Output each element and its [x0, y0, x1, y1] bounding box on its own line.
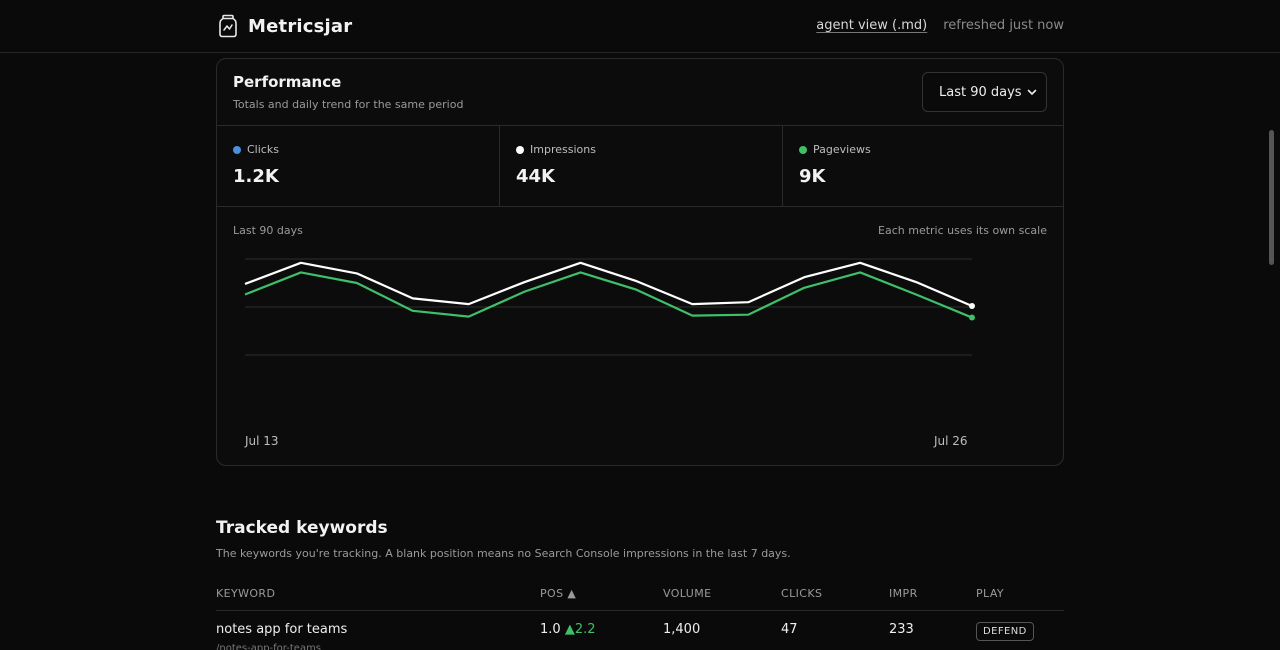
pageviews-dot-icon: [799, 145, 807, 154]
refresh-status: refreshed just now: [943, 18, 1064, 33]
impr-cell: 233: [889, 622, 914, 637]
impressions-dot-icon: [516, 145, 524, 154]
metric-clicks: Clicks 1.2K: [217, 126, 500, 206]
clicks-cell: 47: [781, 622, 798, 637]
column-keyword[interactable]: KEYWORD: [216, 587, 276, 600]
column-impr[interactable]: IMPR: [889, 587, 918, 600]
top-nav: agent view (.md) refreshed just now: [816, 18, 1064, 33]
series-line-pageviews: [244, 271, 973, 319]
table-row[interactable]: notes app for teams /notes-app-for-teams…: [216, 622, 1064, 650]
performance-card: Performance Totals and daily trend for t…: [216, 58, 1064, 466]
keyword-table-header: KEYWORD POS ▲ VOLUME CLICKS IMPR PLAY: [216, 585, 1064, 611]
column-play: PLAY: [976, 587, 1005, 600]
play-badge[interactable]: DEFEND: [976, 622, 1034, 641]
column-pos[interactable]: POS ▲: [540, 587, 577, 600]
position-cell: 1.0 ▲2.2: [540, 622, 596, 637]
metric-summary: Clicks 1.2K Impressions 44K Pageviews 9K: [217, 125, 1063, 207]
top-bar: Metricsjar agent view (.md) refreshed ju…: [0, 0, 1280, 53]
chart-scale-note: Each metric uses its own scale: [878, 224, 1047, 237]
card-title: Performance: [233, 73, 342, 91]
date-range-value: Last 90 days: [939, 84, 1022, 100]
chart-period-label: Last 90 days: [233, 224, 303, 237]
keyword-text[interactable]: notes app for teams: [216, 622, 348, 637]
brand[interactable]: Metricsjar: [218, 14, 352, 38]
metric-label: Pageviews: [813, 143, 871, 156]
volume-cell: 1,400: [663, 622, 701, 637]
metric-pageviews: Pageviews 9K: [783, 126, 1063, 206]
clicks-dot-icon: [233, 145, 241, 154]
metric-value: 44K: [516, 166, 555, 187]
agent-view-link[interactable]: agent view (.md): [816, 18, 928, 33]
metric-label-row: Clicks: [233, 143, 279, 156]
keyword-slug: /notes-app-for-teams: [216, 643, 322, 650]
column-volume[interactable]: VOLUME: [663, 587, 712, 600]
metric-value: 9K: [799, 166, 826, 187]
series-end-point-pageviews: [969, 314, 975, 321]
date-range-select[interactable]: Last 90 days: [922, 72, 1047, 112]
metric-value: 1.2K: [233, 166, 279, 187]
metric-label-row: Impressions: [516, 143, 596, 156]
x-tick-label-start: Jul 13: [245, 434, 279, 448]
trend-chart: [244, 258, 975, 356]
series-end-point-impressions: [969, 303, 975, 310]
metric-label: Clicks: [247, 143, 279, 156]
app-name: Metricsjar: [248, 15, 353, 37]
section-title: Tracked keywords: [216, 518, 388, 538]
metric-label-row: Pageviews: [799, 143, 871, 156]
position-value: 1.0: [540, 622, 561, 637]
scrollbar-thumb[interactable]: [1269, 130, 1274, 265]
column-clicks[interactable]: CLICKS: [781, 587, 823, 600]
position-change: ▲2.2: [564, 622, 596, 637]
jar-logo-icon: [219, 14, 237, 38]
metric-impressions: Impressions 44K: [500, 126, 783, 206]
series-line-impressions: [244, 261, 973, 308]
section-subtitle: The keywords you're tracking. A blank po…: [216, 547, 791, 560]
metric-label: Impressions: [530, 143, 596, 156]
card-subtitle: Totals and daily trend for the same peri…: [233, 98, 464, 111]
chevron-down-icon: [1027, 89, 1037, 96]
x-tick-label-end: Jul 26: [934, 434, 968, 448]
